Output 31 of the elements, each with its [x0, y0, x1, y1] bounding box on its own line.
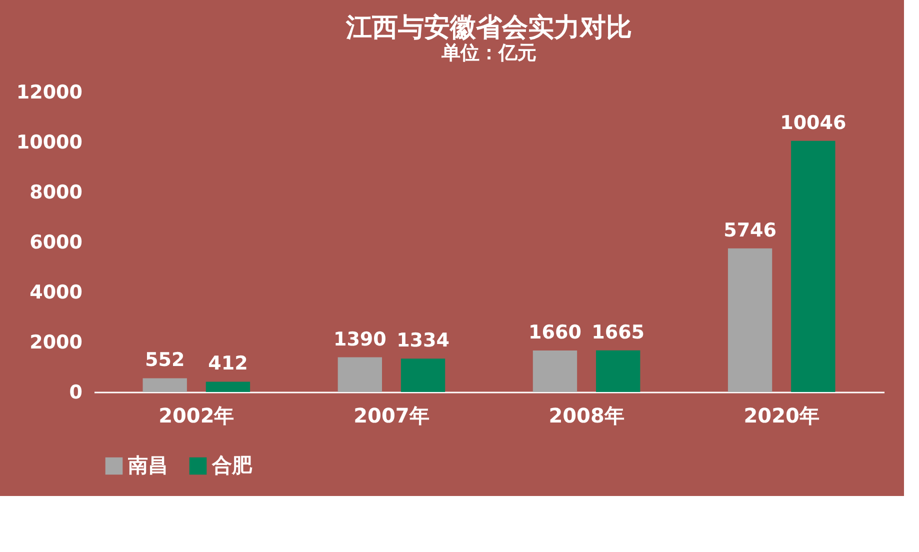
data-label: 1390 — [333, 328, 386, 350]
bar — [142, 378, 187, 392]
data-label: 1660 — [528, 322, 582, 344]
y-tick-label: 2000 — [30, 332, 82, 354]
data-label: 412 — [208, 352, 248, 375]
data-label: 1334 — [396, 330, 450, 352]
legend-label: 南昌 — [127, 453, 168, 477]
data-label: 552 — [145, 349, 185, 372]
data-label: 5746 — [724, 219, 776, 242]
y-tick-label: 0 — [69, 382, 82, 404]
x-tick-label: 2002年 — [158, 404, 234, 428]
bar — [532, 350, 578, 392]
y-tick-label: 6000 — [30, 232, 82, 254]
bar — [596, 350, 640, 392]
data-label: 1665 — [592, 321, 645, 344]
legend-label: 合肥 — [211, 453, 253, 477]
bar — [400, 358, 446, 392]
data-label: 10046 — [780, 112, 846, 134]
bar — [338, 357, 382, 392]
y-tick-label: 8000 — [30, 182, 82, 204]
x-tick-label: 2008年 — [548, 404, 624, 428]
y-tick-label: 10000 — [16, 132, 82, 154]
x-tick-label: 2007年 — [354, 404, 430, 428]
bar — [728, 248, 772, 392]
bar — [206, 382, 250, 392]
chart-subtitle: 单位：亿元 — [440, 42, 536, 64]
y-tick-label: 4000 — [30, 282, 82, 304]
y-tick-label: 12000 — [16, 82, 82, 104]
chart-title: 江西与安徽省会实力对比 — [345, 13, 632, 43]
x-tick-label: 2020年 — [744, 404, 820, 428]
bar — [791, 140, 836, 392]
